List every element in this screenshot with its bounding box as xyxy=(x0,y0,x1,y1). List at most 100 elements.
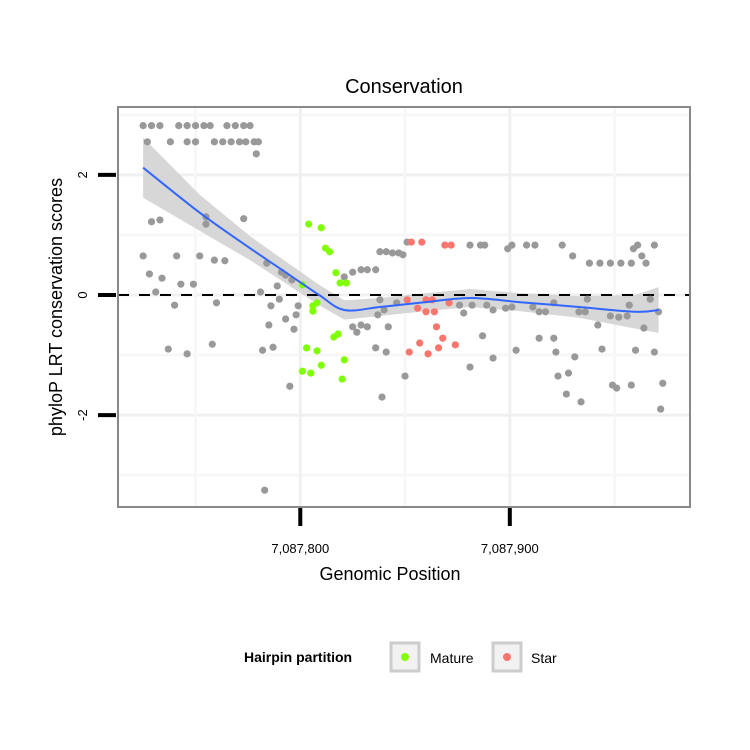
point-other xyxy=(240,122,248,130)
y-tick-label: 2 xyxy=(75,171,90,178)
point-other xyxy=(183,138,191,146)
point-other xyxy=(638,252,646,260)
point-other xyxy=(261,486,269,494)
point-other xyxy=(210,256,218,264)
point-other xyxy=(349,323,357,331)
point-other xyxy=(388,249,397,257)
point-other xyxy=(145,270,154,278)
x-axis-label: Genomic Position xyxy=(319,564,460,584)
point-other xyxy=(231,122,239,130)
x-tick-label: 7,087,900 xyxy=(481,541,539,556)
point-other xyxy=(577,398,585,406)
point-other xyxy=(481,241,489,249)
point-star xyxy=(441,241,449,249)
point-other xyxy=(380,306,388,314)
point-other xyxy=(606,312,614,320)
legend-star-dot xyxy=(503,653,511,661)
point-other xyxy=(183,122,191,130)
point-other xyxy=(531,241,539,249)
point-star xyxy=(418,238,426,246)
point-other xyxy=(529,303,537,311)
point-mature xyxy=(305,220,313,228)
point-star xyxy=(430,308,438,316)
point-other xyxy=(212,299,221,307)
point-other xyxy=(223,122,231,130)
point-other xyxy=(372,266,380,274)
point-other xyxy=(147,122,156,130)
point-other xyxy=(640,324,648,332)
y-axis-label: phyloP LRT conservation scores xyxy=(46,178,66,436)
plot-border xyxy=(117,106,691,508)
point-other xyxy=(376,248,384,256)
point-mature xyxy=(336,279,344,287)
point-mature xyxy=(307,369,315,377)
point-star xyxy=(451,341,459,349)
point-other xyxy=(581,308,589,316)
point-other xyxy=(631,346,640,354)
point-other xyxy=(242,138,250,146)
point-other xyxy=(177,280,185,288)
point-other xyxy=(147,218,156,226)
point-other xyxy=(466,363,474,371)
y-tick-label: -2 xyxy=(75,409,90,421)
point-other xyxy=(571,353,579,361)
point-other xyxy=(615,313,623,321)
point-mature xyxy=(332,269,340,277)
point-other xyxy=(550,334,558,342)
point-mature xyxy=(309,307,317,315)
point-star xyxy=(432,323,441,331)
point-other xyxy=(460,309,468,317)
point-other xyxy=(202,220,210,228)
point-other xyxy=(583,295,591,303)
point-other xyxy=(535,334,543,342)
legend-label-mature: Mature xyxy=(430,650,474,666)
point-other xyxy=(502,304,510,312)
point-other xyxy=(508,303,516,311)
legend-label-star: Star xyxy=(531,650,557,666)
point-other xyxy=(384,323,392,331)
point-star xyxy=(422,308,430,316)
point-other xyxy=(290,325,298,333)
point-other xyxy=(286,382,294,390)
smooth-line xyxy=(142,166,659,313)
point-other xyxy=(617,259,625,267)
point-other xyxy=(275,295,283,303)
point-star xyxy=(403,296,411,304)
point-other xyxy=(246,122,254,130)
point-mature xyxy=(313,299,321,307)
point-other xyxy=(585,259,594,267)
point-other xyxy=(340,273,348,281)
chart-title: Conservation xyxy=(345,76,463,98)
point-other xyxy=(650,348,658,356)
point-mature xyxy=(317,361,325,369)
point-other xyxy=(374,311,382,319)
point-other xyxy=(143,138,151,146)
point-other xyxy=(357,266,365,274)
point-other xyxy=(535,308,543,316)
point-other xyxy=(642,259,650,267)
point-other xyxy=(240,215,248,223)
legend: Hairpin partition Mature Star xyxy=(244,641,557,673)
x-tick-label: 7,087,800 xyxy=(271,541,329,556)
point-other xyxy=(183,350,191,358)
axes: -2 0 2 7,087,800 7,087,900 xyxy=(75,171,539,556)
point-other xyxy=(623,312,631,320)
point-other xyxy=(627,259,635,267)
point-other xyxy=(152,288,160,296)
point-other xyxy=(376,296,384,304)
point-other xyxy=(598,345,606,353)
point-other xyxy=(558,241,566,249)
point-other xyxy=(210,138,218,146)
point-other xyxy=(227,138,235,146)
point-other xyxy=(625,301,633,309)
point-other xyxy=(596,259,604,267)
point-other xyxy=(399,251,407,259)
point-other xyxy=(208,340,216,348)
point-other xyxy=(164,345,172,353)
y-tick-label: 0 xyxy=(75,291,90,298)
point-other xyxy=(191,138,200,146)
point-other xyxy=(292,311,300,319)
point-mature xyxy=(342,279,350,287)
